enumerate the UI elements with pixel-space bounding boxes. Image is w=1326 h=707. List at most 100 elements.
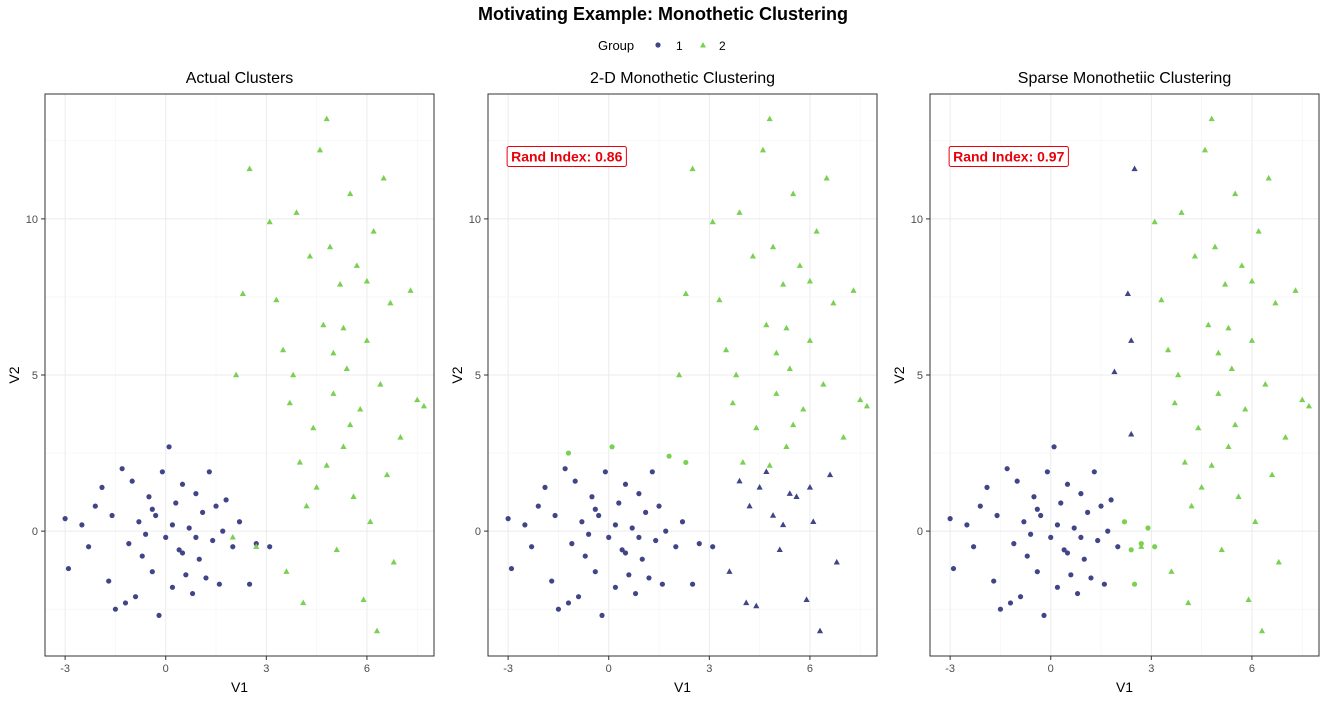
data-point (565, 450, 572, 456)
data-point (950, 565, 957, 572)
data-point (977, 503, 983, 509)
data-point (1248, 337, 1256, 343)
data-point (1024, 553, 1030, 559)
data-point (1195, 424, 1202, 431)
data-point (776, 546, 783, 553)
data-point (279, 346, 287, 353)
data-point (984, 484, 990, 490)
data-point (273, 296, 280, 303)
data-point (800, 405, 807, 412)
y-tick-label: 5 (917, 370, 923, 382)
data-point (1235, 493, 1242, 499)
data-point (726, 568, 733, 574)
data-point (626, 572, 632, 578)
data-point (1028, 531, 1034, 537)
data-point (780, 281, 787, 287)
data-point (380, 174, 387, 181)
data-point (106, 578, 112, 584)
data-point (363, 277, 371, 284)
data-point (612, 522, 619, 528)
data-point (293, 209, 300, 215)
data-point (367, 518, 374, 524)
rand-index-annotation: Rand Index: 0.86 (506, 145, 627, 167)
data-point (179, 481, 186, 487)
y-axis-label: V2 (891, 366, 907, 383)
data-point (414, 396, 421, 403)
legend-title: Group (598, 38, 634, 53)
data-point (1188, 502, 1195, 509)
data-point (122, 600, 129, 606)
data-point (653, 537, 659, 544)
data-point (1131, 581, 1138, 587)
data-point (1191, 252, 1199, 259)
data-point (92, 503, 98, 509)
data-point (646, 575, 652, 581)
data-point (143, 531, 149, 537)
data-point (149, 506, 155, 512)
panel-title: 2-D Monothetic Clustering (590, 70, 775, 87)
data-point (575, 594, 582, 600)
data-point (736, 477, 743, 484)
data-point (746, 502, 753, 509)
data-point (1128, 337, 1135, 343)
data-point (1275, 558, 1282, 565)
data-point (340, 443, 347, 450)
data-point (602, 469, 608, 475)
panel-border (487, 93, 878, 657)
data-point (1011, 541, 1017, 547)
data-point (1211, 243, 1219, 250)
data-point (179, 550, 186, 556)
data-point (233, 371, 240, 378)
data-point (1041, 612, 1047, 619)
x-tick-label: 6 (1249, 663, 1255, 675)
y-tick-label: 0 (475, 526, 481, 538)
data-point (136, 519, 142, 525)
data-point (216, 581, 222, 587)
data-point (549, 578, 555, 584)
data-point (206, 469, 212, 475)
data-point (1108, 497, 1114, 503)
data-point (729, 399, 736, 406)
data-point (326, 243, 334, 250)
data-point (353, 262, 360, 268)
data-point (139, 553, 145, 559)
data-point (132, 594, 139, 600)
data-point (283, 568, 290, 574)
data-point (542, 484, 548, 490)
data-point (599, 612, 605, 619)
data-point (736, 209, 743, 215)
data-point (99, 484, 105, 490)
panel-2: 2-D Monothetic Clustering -3 0 3 6 0 5 10 V1 V2 Ra… (449, 70, 878, 695)
data-point (1064, 481, 1071, 487)
data-point (823, 174, 830, 181)
data-point (1044, 469, 1050, 475)
data-point (783, 443, 790, 450)
data-point (1282, 434, 1289, 440)
data-point (733, 371, 740, 378)
data-point (109, 512, 115, 519)
data-point (766, 462, 773, 468)
data-point (1255, 227, 1262, 234)
data-point (813, 227, 820, 234)
data-point (300, 599, 307, 606)
data-point (370, 227, 377, 234)
data-point (606, 534, 612, 540)
data-point (1034, 569, 1040, 575)
data-point (163, 534, 169, 540)
data-point (793, 493, 800, 499)
data-point (830, 299, 837, 306)
data-point (806, 277, 814, 284)
data-point (1131, 165, 1138, 172)
x-axis-label: V1 (674, 679, 691, 695)
data-point (343, 365, 350, 371)
data-point (1222, 281, 1229, 287)
data-point (790, 421, 797, 428)
data-point (1152, 544, 1158, 550)
data-point (149, 569, 155, 575)
data-point (1124, 290, 1131, 297)
data-point (223, 497, 229, 503)
data-point (786, 490, 793, 496)
data-point (1305, 402, 1313, 409)
data-point (1054, 584, 1061, 590)
data-point (239, 290, 246, 297)
